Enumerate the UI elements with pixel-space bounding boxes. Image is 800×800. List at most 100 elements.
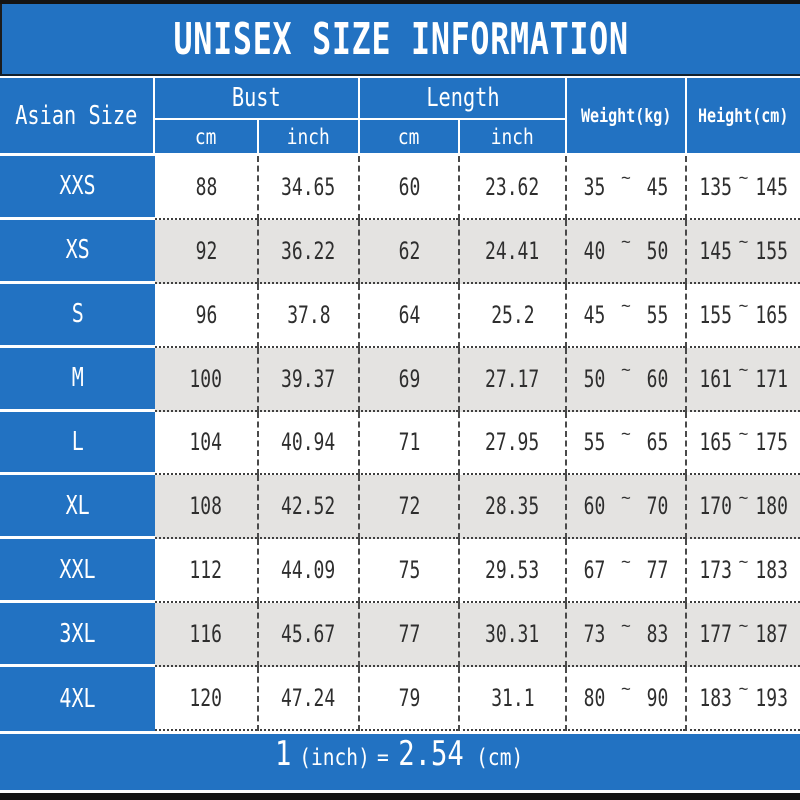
table-row-size-label: 3XL bbox=[0, 603, 155, 667]
height-range-cell: 155 ~165 bbox=[685, 283, 800, 348]
weight-max-value: 50 bbox=[646, 236, 669, 265]
bust-cm-cell: 112 bbox=[155, 539, 257, 604]
col-subheader-bust-cm-label: cm bbox=[195, 124, 217, 149]
table-row-size-label: S bbox=[0, 283, 155, 348]
height-max-value: 171 bbox=[755, 364, 788, 393]
weight-range-cell: 80 ~90 bbox=[565, 667, 685, 731]
height-range-cell: 165 ~175 bbox=[685, 411, 800, 476]
bust-cm-value: 100 bbox=[189, 364, 223, 393]
bust-cm-cell: 96 bbox=[155, 283, 257, 348]
title-divider-white bbox=[0, 76, 800, 78]
bust-inch-cell: 44.09 bbox=[257, 539, 358, 604]
bust-inch-value: 40.94 bbox=[281, 428, 336, 457]
tilde-separator: ~ bbox=[738, 296, 749, 316]
tilde-separator: ~ bbox=[738, 615, 749, 635]
height-min-value: 170 bbox=[699, 492, 732, 521]
title-bar: UNISEX SIZE INFORMATION bbox=[0, 4, 800, 74]
table-row-size-label: 4XL bbox=[0, 667, 155, 731]
footnote-part: = bbox=[377, 745, 390, 771]
bust-cm-value: 88 bbox=[195, 172, 217, 201]
bust-inch-value: 42.52 bbox=[281, 492, 336, 521]
col-header-bust-label: Bust bbox=[232, 83, 281, 113]
length-cm-cell: 60 bbox=[358, 156, 458, 220]
length-inch-value: 27.17 bbox=[485, 364, 540, 393]
height-range-cell: 170 ~180 bbox=[685, 475, 800, 540]
weight-range-cell: 67 ~77 bbox=[565, 539, 685, 604]
size-value: XS bbox=[65, 235, 90, 266]
size-table: Asian Size Bust Length Weight(kg) Height… bbox=[0, 78, 800, 731]
col-header-height-label: Height(cm) bbox=[698, 104, 789, 127]
length-inch-value: 27.95 bbox=[485, 428, 540, 457]
footnote: 1 (inch) = 2.54 (cm) bbox=[273, 734, 528, 774]
footer-divider-bottom bbox=[0, 790, 800, 793]
length-inch-value: 24.41 bbox=[485, 236, 540, 265]
size-value: M bbox=[71, 363, 84, 394]
length-cm-cell: 72 bbox=[358, 475, 458, 540]
length-inch-value: 29.53 bbox=[485, 556, 540, 585]
title-divider-dark bbox=[0, 74, 800, 76]
weight-max-value: 83 bbox=[646, 620, 669, 649]
bust-inch-cell: 36.22 bbox=[257, 219, 358, 284]
tilde-separator: ~ bbox=[621, 296, 631, 316]
size-value: L bbox=[71, 426, 84, 457]
table-row-size-label: XXS bbox=[0, 156, 155, 220]
length-inch-cell: 29.53 bbox=[458, 539, 565, 604]
weight-min-value: 40 bbox=[583, 236, 606, 265]
table-row-size-label: XXL bbox=[0, 539, 155, 604]
height-range-cell: 161 ~171 bbox=[685, 347, 800, 412]
length-cm-cell: 71 bbox=[358, 411, 458, 476]
weight-min-value: 45 bbox=[583, 300, 606, 329]
bust-cm-cell: 108 bbox=[155, 475, 257, 540]
bust-cm-cell: 120 bbox=[155, 667, 257, 731]
weight-min-value: 60 bbox=[583, 492, 606, 521]
bust-inch-cell: 34.65 bbox=[257, 156, 358, 220]
size-value: XXS bbox=[59, 171, 96, 202]
col-header-asian-size: Asian Size bbox=[0, 78, 155, 156]
footnote-part: (cm) bbox=[476, 745, 524, 771]
footnote-bar: 1 (inch) = 2.54 (cm) bbox=[0, 734, 800, 790]
weight-min-value: 35 bbox=[583, 172, 606, 201]
top-border-bar bbox=[0, 0, 800, 4]
height-min-value: 173 bbox=[699, 556, 732, 585]
col-header-length: Length bbox=[358, 78, 565, 120]
height-max-value: 187 bbox=[755, 620, 788, 649]
weight-max-value: 55 bbox=[646, 300, 669, 329]
bust-cm-value: 92 bbox=[195, 236, 217, 265]
bust-cm-cell: 92 bbox=[155, 219, 257, 284]
col-subheader-bust-inch: inch bbox=[257, 120, 358, 156]
bust-cm-cell: 116 bbox=[155, 603, 257, 667]
length-cm-cell: 75 bbox=[358, 539, 458, 604]
footnote-part: 1 bbox=[274, 734, 292, 774]
weight-range-cell: 45 ~55 bbox=[565, 283, 685, 348]
col-subheader-length-inch-label: inch bbox=[490, 124, 534, 149]
size-value: 3XL bbox=[59, 618, 96, 649]
height-min-value: 145 bbox=[699, 236, 732, 265]
height-min-value: 161 bbox=[699, 364, 732, 393]
bust-inch-cell: 40.94 bbox=[257, 411, 358, 476]
footnote-part: 2.54 bbox=[398, 734, 464, 774]
weight-max-value: 65 bbox=[646, 428, 669, 457]
table-row-size-label: L bbox=[0, 411, 155, 476]
weight-min-value: 50 bbox=[583, 364, 606, 393]
length-inch-value: 23.62 bbox=[485, 172, 540, 201]
height-max-value: 165 bbox=[755, 300, 788, 329]
bust-inch-value: 47.24 bbox=[281, 683, 336, 712]
bust-inch-cell: 37.8 bbox=[257, 283, 358, 348]
length-cm-cell: 69 bbox=[358, 347, 458, 412]
tilde-separator: ~ bbox=[738, 551, 749, 571]
weight-max-value: 77 bbox=[646, 556, 669, 585]
length-cm-value: 72 bbox=[398, 492, 420, 521]
length-cm-value: 69 bbox=[398, 364, 420, 393]
tilde-separator: ~ bbox=[738, 168, 749, 188]
tilde-separator: ~ bbox=[621, 551, 631, 571]
length-inch-cell: 24.41 bbox=[458, 219, 565, 284]
bust-cm-cell: 104 bbox=[155, 411, 257, 476]
length-cm-value: 64 bbox=[398, 300, 420, 329]
height-min-value: 165 bbox=[699, 428, 732, 457]
weight-range-cell: 60 ~70 bbox=[565, 475, 685, 540]
table-row-size-label: XL bbox=[0, 475, 155, 540]
length-cm-value: 71 bbox=[398, 428, 420, 457]
tilde-separator: ~ bbox=[621, 615, 631, 635]
bust-inch-value: 44.09 bbox=[281, 556, 336, 585]
footnote-part: (inch) bbox=[299, 745, 370, 771]
